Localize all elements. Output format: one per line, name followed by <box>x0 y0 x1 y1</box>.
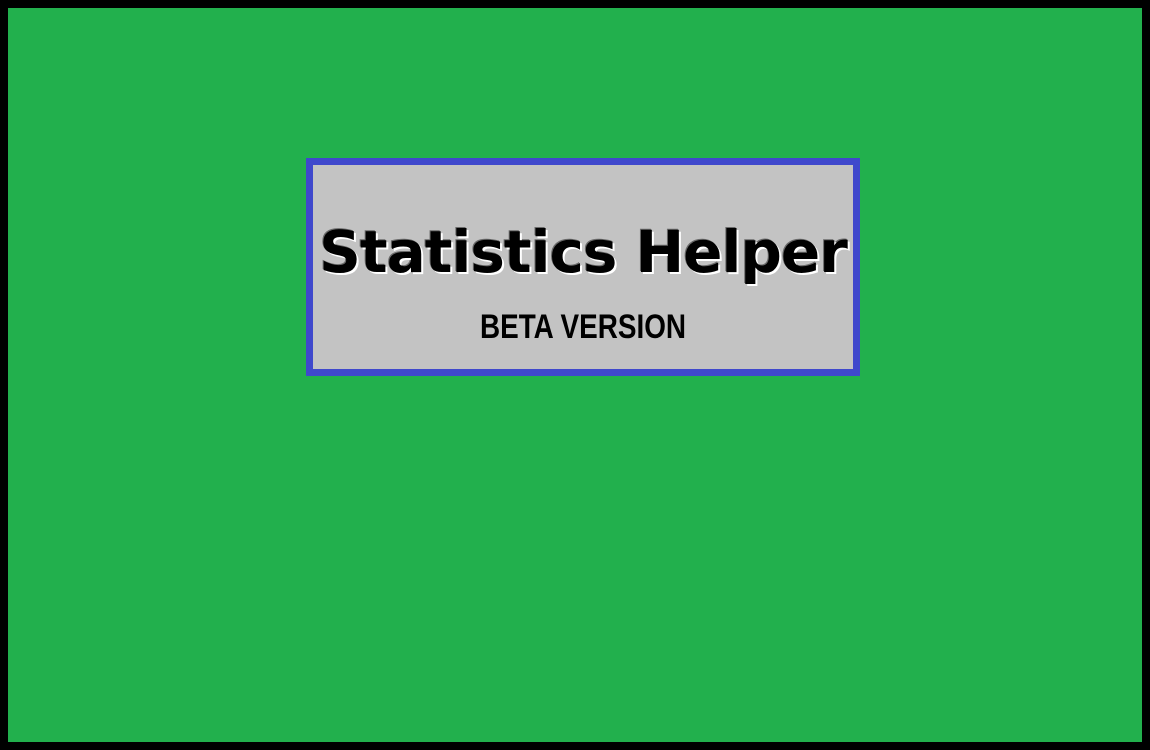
app-title: Statistics Helper <box>319 218 848 286</box>
title-card: Statistics Helper BETA VERSION <box>306 158 860 376</box>
version-label: BETA VERSION <box>479 308 687 346</box>
